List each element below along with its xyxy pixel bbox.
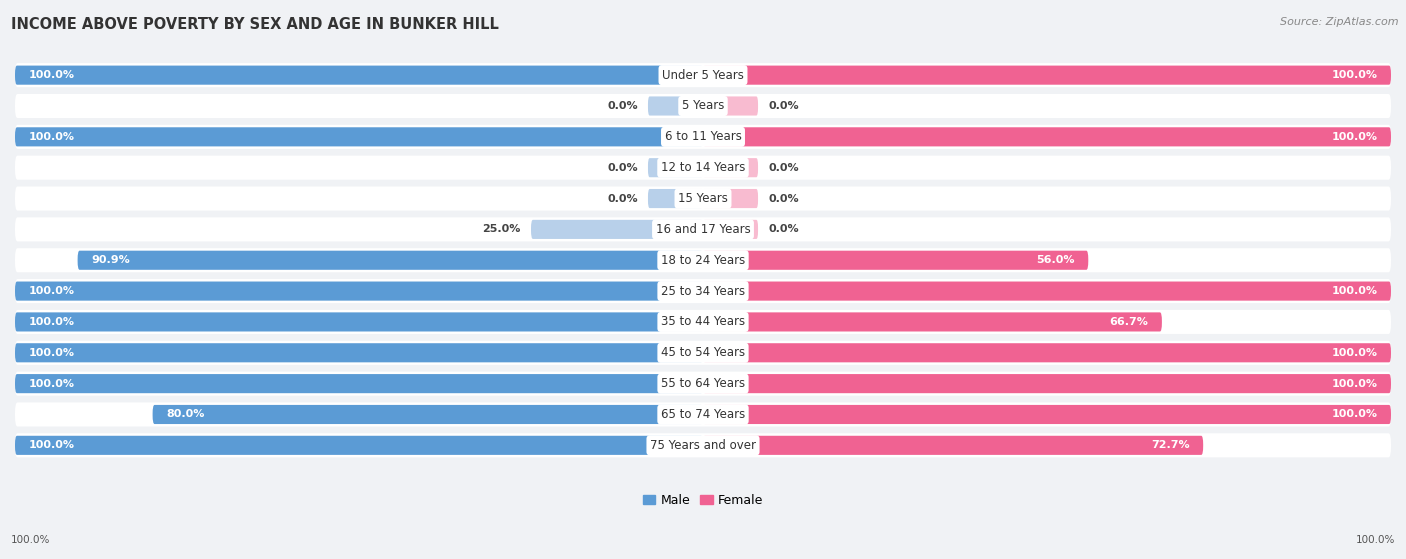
- Text: 100.0%: 100.0%: [28, 440, 75, 451]
- Text: 6 to 11 Years: 6 to 11 Years: [665, 130, 741, 143]
- Text: 100.0%: 100.0%: [1331, 132, 1378, 142]
- Text: 0.0%: 0.0%: [607, 193, 638, 203]
- FancyBboxPatch shape: [703, 97, 758, 116]
- FancyBboxPatch shape: [703, 312, 1161, 331]
- Text: 0.0%: 0.0%: [607, 163, 638, 173]
- Text: 45 to 54 Years: 45 to 54 Years: [661, 346, 745, 359]
- FancyBboxPatch shape: [15, 341, 1391, 365]
- Text: 25 to 34 Years: 25 to 34 Years: [661, 285, 745, 297]
- Text: Source: ZipAtlas.com: Source: ZipAtlas.com: [1281, 17, 1399, 27]
- Text: 100.0%: 100.0%: [28, 286, 75, 296]
- Text: 100.0%: 100.0%: [28, 378, 75, 389]
- Text: 100.0%: 100.0%: [28, 348, 75, 358]
- Text: INCOME ABOVE POVERTY BY SEX AND AGE IN BUNKER HILL: INCOME ABOVE POVERTY BY SEX AND AGE IN B…: [11, 17, 499, 32]
- FancyBboxPatch shape: [703, 282, 1391, 301]
- Text: 0.0%: 0.0%: [768, 101, 799, 111]
- FancyBboxPatch shape: [703, 127, 1391, 146]
- Text: 75 Years and over: 75 Years and over: [650, 439, 756, 452]
- FancyBboxPatch shape: [15, 282, 703, 301]
- Text: 65 to 74 Years: 65 to 74 Years: [661, 408, 745, 421]
- Text: 100.0%: 100.0%: [1355, 535, 1395, 545]
- FancyBboxPatch shape: [15, 310, 1391, 334]
- FancyBboxPatch shape: [703, 405, 1391, 424]
- FancyBboxPatch shape: [15, 374, 703, 393]
- FancyBboxPatch shape: [15, 63, 1391, 87]
- Text: 100.0%: 100.0%: [1331, 410, 1378, 419]
- Text: 55 to 64 Years: 55 to 64 Years: [661, 377, 745, 390]
- FancyBboxPatch shape: [15, 372, 1391, 396]
- FancyBboxPatch shape: [15, 248, 1391, 272]
- Text: 16 and 17 Years: 16 and 17 Years: [655, 223, 751, 236]
- Text: 66.7%: 66.7%: [1109, 317, 1149, 327]
- FancyBboxPatch shape: [703, 65, 1391, 85]
- FancyBboxPatch shape: [15, 312, 703, 331]
- FancyBboxPatch shape: [648, 158, 703, 177]
- Text: 25.0%: 25.0%: [482, 224, 520, 234]
- FancyBboxPatch shape: [15, 217, 1391, 241]
- Text: 100.0%: 100.0%: [28, 317, 75, 327]
- FancyBboxPatch shape: [703, 250, 1088, 270]
- Text: 18 to 24 Years: 18 to 24 Years: [661, 254, 745, 267]
- Text: 100.0%: 100.0%: [28, 70, 75, 80]
- FancyBboxPatch shape: [531, 220, 703, 239]
- FancyBboxPatch shape: [15, 402, 1391, 427]
- FancyBboxPatch shape: [153, 405, 703, 424]
- Text: 56.0%: 56.0%: [1036, 255, 1074, 265]
- Text: 12 to 14 Years: 12 to 14 Years: [661, 161, 745, 174]
- FancyBboxPatch shape: [15, 125, 1391, 149]
- Text: 100.0%: 100.0%: [1331, 286, 1378, 296]
- Text: 100.0%: 100.0%: [1331, 348, 1378, 358]
- FancyBboxPatch shape: [15, 343, 703, 362]
- FancyBboxPatch shape: [703, 158, 758, 177]
- FancyBboxPatch shape: [15, 155, 1391, 180]
- Text: 0.0%: 0.0%: [607, 101, 638, 111]
- Text: 35 to 44 Years: 35 to 44 Years: [661, 315, 745, 329]
- FancyBboxPatch shape: [15, 127, 703, 146]
- Text: 100.0%: 100.0%: [28, 132, 75, 142]
- Text: 0.0%: 0.0%: [768, 163, 799, 173]
- FancyBboxPatch shape: [77, 250, 703, 270]
- Text: 72.7%: 72.7%: [1150, 440, 1189, 451]
- FancyBboxPatch shape: [648, 97, 703, 116]
- FancyBboxPatch shape: [703, 436, 1204, 455]
- FancyBboxPatch shape: [703, 189, 758, 208]
- FancyBboxPatch shape: [15, 65, 703, 85]
- FancyBboxPatch shape: [15, 94, 1391, 118]
- FancyBboxPatch shape: [648, 189, 703, 208]
- Text: 0.0%: 0.0%: [768, 224, 799, 234]
- Text: 100.0%: 100.0%: [1331, 70, 1378, 80]
- Text: 100.0%: 100.0%: [11, 535, 51, 545]
- Text: Under 5 Years: Under 5 Years: [662, 69, 744, 82]
- FancyBboxPatch shape: [15, 436, 703, 455]
- Text: 15 Years: 15 Years: [678, 192, 728, 205]
- Text: 5 Years: 5 Years: [682, 100, 724, 112]
- FancyBboxPatch shape: [15, 279, 1391, 303]
- Legend: Male, Female: Male, Female: [643, 494, 763, 506]
- FancyBboxPatch shape: [15, 433, 1391, 457]
- Text: 0.0%: 0.0%: [768, 193, 799, 203]
- Text: 100.0%: 100.0%: [1331, 378, 1378, 389]
- Text: 90.9%: 90.9%: [91, 255, 131, 265]
- FancyBboxPatch shape: [703, 220, 758, 239]
- FancyBboxPatch shape: [703, 343, 1391, 362]
- Text: 80.0%: 80.0%: [166, 410, 205, 419]
- FancyBboxPatch shape: [15, 187, 1391, 211]
- FancyBboxPatch shape: [703, 374, 1391, 393]
